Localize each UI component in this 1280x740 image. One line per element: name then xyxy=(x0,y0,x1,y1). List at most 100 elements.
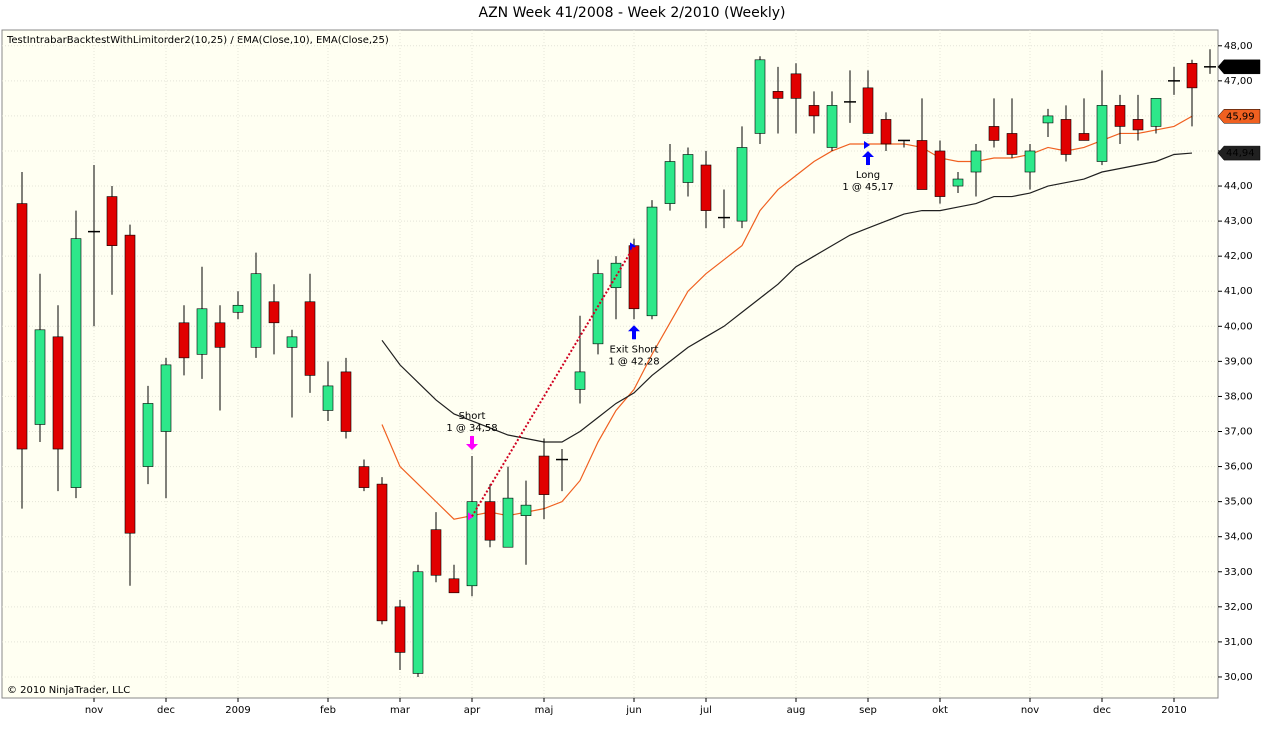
candle-body xyxy=(16,203,28,450)
trade-marker xyxy=(468,512,474,521)
candle-body xyxy=(1150,98,1162,127)
ema-line xyxy=(381,152,1193,443)
candle-body xyxy=(160,364,172,432)
x-tick-label: okt xyxy=(932,705,948,716)
candle-body xyxy=(862,87,874,134)
x-tick-label: 2010 xyxy=(1161,705,1186,716)
trade-arrow xyxy=(862,151,874,166)
candle-body xyxy=(1096,105,1108,162)
price-box xyxy=(1217,109,1261,124)
candle-body xyxy=(628,245,640,310)
y-tick-label: 33,00 xyxy=(1224,567,1253,578)
candle-body xyxy=(340,371,352,432)
candle-body xyxy=(664,161,676,204)
candle-body xyxy=(826,105,838,148)
candle-body xyxy=(52,336,64,450)
x-tick-label: mar xyxy=(390,705,411,716)
candle-body xyxy=(592,273,604,345)
trade-detail: 1 @ 45,17 xyxy=(842,182,893,193)
price-box-label: 44,94 xyxy=(1226,148,1255,159)
trade-link xyxy=(471,245,635,517)
candle-body xyxy=(988,126,1000,141)
candle-body xyxy=(916,140,928,190)
y-tick-label: 36,00 xyxy=(1224,462,1253,473)
candle-body xyxy=(754,59,766,134)
candle-body xyxy=(322,385,334,411)
x-tick-label: jul xyxy=(699,705,712,716)
candle-body xyxy=(1006,133,1018,155)
candle-body xyxy=(808,105,820,117)
x-tick-label: maj xyxy=(535,705,554,716)
candle-body xyxy=(772,91,784,99)
trade-detail: 1 @ 42,28 xyxy=(608,356,659,367)
candle-body xyxy=(484,501,496,541)
candle-body xyxy=(412,571,424,674)
y-tick-label: 44,00 xyxy=(1224,181,1253,192)
x-tick-label: jun xyxy=(625,705,641,716)
trade-arrow xyxy=(466,436,478,451)
trade-arrow xyxy=(628,325,640,340)
chart-title: AZN Week 41/2008 - Week 2/2010 (Weekly) xyxy=(479,5,786,21)
trade-label: Short xyxy=(459,411,486,422)
candle-body xyxy=(1060,119,1072,155)
candle-body xyxy=(214,322,226,348)
candle-body xyxy=(1132,119,1144,131)
y-tick-label: 41,00 xyxy=(1224,286,1253,297)
trade-label: Long xyxy=(856,170,880,181)
candle-body xyxy=(430,529,442,576)
candle-body xyxy=(1114,105,1126,127)
candle-body xyxy=(268,301,280,324)
candle-body xyxy=(646,206,658,317)
candle-body xyxy=(70,238,82,488)
y-tick-label: 34,00 xyxy=(1224,532,1253,543)
candle-body xyxy=(394,606,406,653)
x-tick-label: feb xyxy=(320,705,336,716)
candle-body xyxy=(520,504,532,516)
candle-body xyxy=(466,501,478,587)
y-tick-label: 38,00 xyxy=(1224,391,1253,402)
candle-body xyxy=(736,147,748,222)
x-tick-label: dec xyxy=(1093,705,1111,716)
candle-body xyxy=(448,578,460,594)
y-tick-label: 30,00 xyxy=(1224,672,1253,683)
candle-body xyxy=(1078,133,1090,141)
price-box xyxy=(1217,145,1261,161)
y-tick-label: 43,00 xyxy=(1224,216,1253,227)
candle-body xyxy=(250,273,262,348)
candle-body xyxy=(1186,63,1198,89)
y-tick-label: 31,00 xyxy=(1224,637,1253,648)
candle-body xyxy=(574,371,586,390)
y-tick-label: 48,00 xyxy=(1224,41,1253,52)
copyright: © 2010 NinjaTrader, LLC xyxy=(7,685,130,696)
candle-body xyxy=(304,301,316,376)
trade-marker xyxy=(864,141,870,150)
candle-body xyxy=(358,466,370,488)
candle-body xyxy=(232,304,244,313)
candle-body xyxy=(952,178,964,187)
trade-marker xyxy=(630,242,636,251)
candle-body xyxy=(790,73,802,99)
candle-body xyxy=(538,455,550,495)
x-tick-label: sep xyxy=(859,705,877,716)
y-tick-label: 32,00 xyxy=(1224,602,1253,613)
y-tick-label: 37,00 xyxy=(1224,427,1253,438)
candle-body xyxy=(970,150,982,173)
y-tick-label: 40,00 xyxy=(1224,321,1253,332)
x-tick-label: aug xyxy=(787,705,806,716)
candle-body xyxy=(34,329,46,425)
x-tick-label: apr xyxy=(464,705,481,716)
trade-detail: 1 @ 34,58 xyxy=(446,423,497,434)
candle-body xyxy=(1024,150,1036,173)
ema-line xyxy=(381,115,1193,520)
price-box-label: 47,40 xyxy=(1226,62,1255,73)
candle-body xyxy=(682,154,694,183)
indicator-label: TestIntrabarBacktestWithLimitorder2(10,2… xyxy=(6,35,389,46)
candle-body xyxy=(142,403,154,467)
candle-body xyxy=(286,336,298,348)
x-tick-label: dec xyxy=(157,705,175,716)
candle-body xyxy=(178,322,190,359)
x-tick-label: nov xyxy=(85,705,103,716)
candle-body xyxy=(502,497,514,548)
y-tick-label: 42,00 xyxy=(1224,251,1253,262)
